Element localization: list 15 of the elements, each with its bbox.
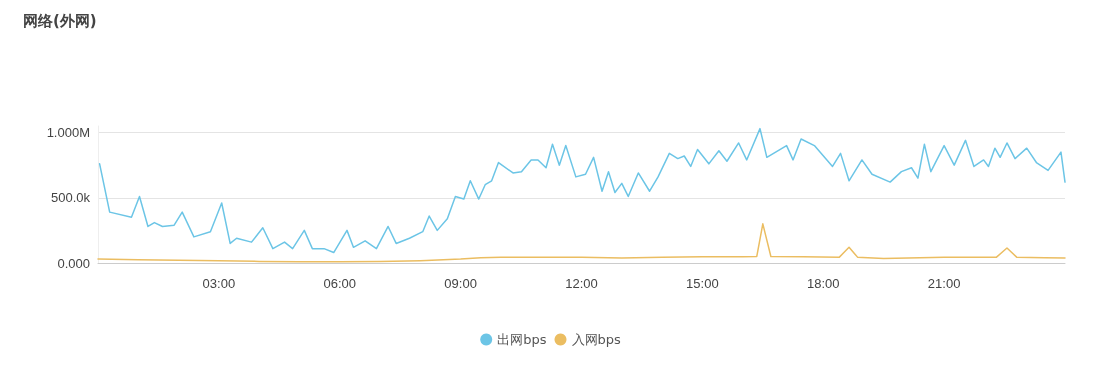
x-tick-label: 09:00 <box>444 276 477 291</box>
x-tick-label: 21:00 <box>927 276 961 291</box>
legend-label: 入网bps <box>571 332 621 347</box>
y-tick-label: 0.000 <box>57 255 90 271</box>
x-tick-label: 15:00 <box>686 276 719 291</box>
line-series <box>98 127 1066 254</box>
x-tick-label: 06:00 <box>323 276 357 291</box>
x-tick-label: 18:00 <box>806 276 840 291</box>
legend-label: 出网bps <box>497 332 547 347</box>
line-series <box>97 223 1066 263</box>
chart-title: 网络(外网) <box>23 11 97 30</box>
x-tick-label: 03:00 <box>202 276 236 291</box>
y-tick-label: 1.000M <box>46 125 90 141</box>
x-tick-label: 12:00 <box>565 276 598 291</box>
y-tick-label: 500.0k <box>50 190 91 206</box>
